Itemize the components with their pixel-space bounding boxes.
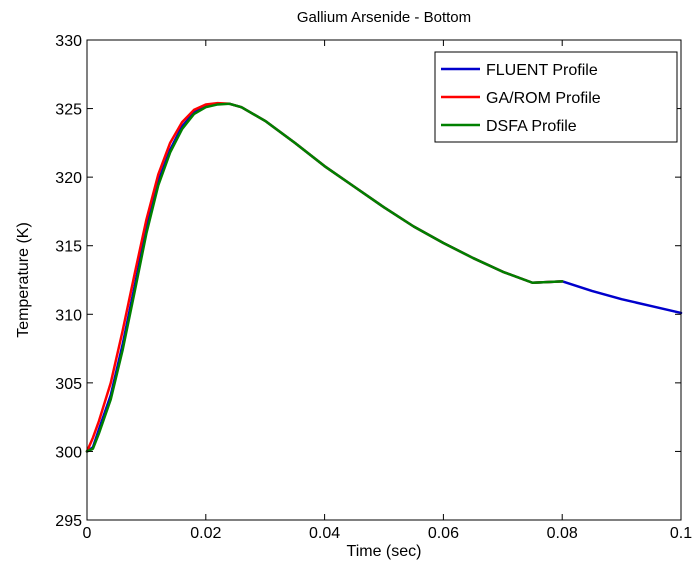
x-tick-label: 0.1: [670, 525, 692, 542]
x-tick-label: 0.02: [190, 525, 221, 542]
x-tick-label: 0: [83, 525, 92, 542]
y-axis-label: Temperature (K): [15, 222, 32, 338]
y-tick-label: 305: [55, 376, 82, 393]
y-tick-label: 315: [55, 239, 82, 256]
legend-label-3: DSFA Profile: [486, 118, 577, 135]
x-tick-label: 0.04: [309, 525, 340, 542]
legend: FLUENT Profile GA/ROM Profile DSFA Profile: [434, 51, 678, 143]
axes-frame: [86, 39, 682, 521]
x-axis-label: Time (sec): [347, 543, 422, 560]
series-layer: [85, 101, 683, 453]
legend-label-2: GA/ROM Profile: [486, 90, 601, 107]
chart-title: Gallium Arsenide - Bottom: [297, 9, 471, 26]
y-tick-label: 330: [55, 33, 82, 50]
legend-items: FLUENT Profile GA/ROM Profile DSFA Profile: [441, 62, 601, 135]
ticks-layer: 0 0.02 0.04 0.06 0.08 0.1 295 300 305 310 315 320 32…: [55, 33, 692, 542]
x-tick-label: 0.08: [547, 525, 578, 542]
y-tick-label: 310: [55, 307, 82, 324]
legend-label-1: FLUENT Profile: [486, 62, 598, 79]
x-tick-label: 0.06: [428, 525, 459, 542]
y-tick-label: 320: [55, 170, 82, 187]
y-tick-label: 295: [55, 513, 82, 530]
series-line-3: [85, 102, 564, 453]
y-tick-label: 325: [55, 102, 82, 119]
y-tick-label: 300: [55, 444, 82, 461]
